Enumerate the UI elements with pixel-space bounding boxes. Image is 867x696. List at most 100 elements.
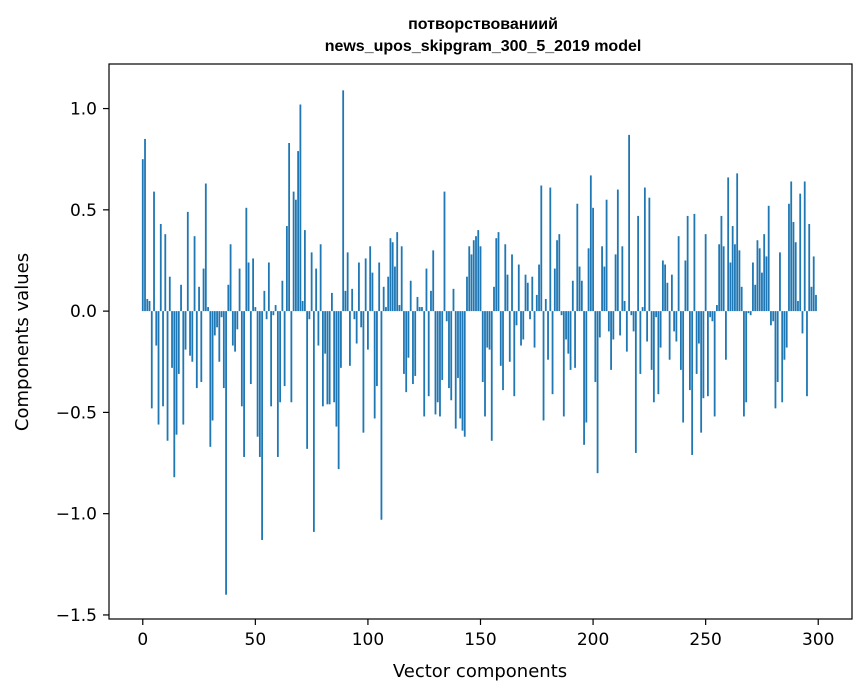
y-tick-label: 0.0 — [70, 302, 97, 322]
bar — [535, 294, 538, 312]
bar — [204, 183, 207, 312]
y-axis-ticks: 1.0 0.5 0.0 −0.5 −1.0 −1.5 — [56, 100, 109, 626]
bar — [425, 268, 428, 312]
bar — [698, 311, 700, 344]
bar — [173, 311, 176, 478]
bar — [288, 143, 291, 312]
bar — [803, 181, 806, 312]
bar — [758, 248, 761, 312]
bar — [184, 311, 187, 350]
bar — [430, 290, 432, 312]
bar — [144, 138, 146, 312]
bar — [646, 311, 649, 342]
bar — [371, 272, 374, 312]
bar — [630, 311, 633, 316]
bar — [436, 311, 439, 403]
bar — [725, 311, 727, 360]
bar — [747, 311, 750, 314]
bar — [445, 311, 448, 322]
bar — [162, 311, 164, 407]
bar — [324, 311, 327, 354]
bar — [808, 224, 811, 312]
bar — [186, 211, 189, 312]
bar — [258, 311, 261, 457]
bar — [387, 276, 390, 312]
bar — [463, 311, 466, 437]
bar — [790, 181, 793, 312]
bar — [247, 262, 250, 312]
bar — [407, 311, 410, 358]
bar — [254, 307, 257, 312]
bar — [272, 311, 275, 316]
bar — [734, 244, 736, 312]
bar — [731, 226, 734, 312]
bar — [432, 250, 435, 312]
bar — [598, 311, 601, 338]
bar — [569, 311, 572, 370]
bar — [209, 311, 212, 447]
bar — [155, 311, 158, 346]
bar — [601, 246, 603, 312]
bar — [281, 280, 284, 312]
bar — [556, 240, 558, 312]
bar — [303, 230, 306, 312]
bar — [200, 311, 203, 383]
y-tick-label: −1.5 — [56, 606, 97, 626]
bar — [547, 311, 549, 360]
bar — [256, 311, 259, 437]
bar — [634, 311, 637, 453]
bar — [477, 230, 480, 312]
bar — [403, 311, 405, 374]
bar — [700, 311, 703, 433]
bar — [367, 311, 369, 350]
bar — [718, 244, 721, 312]
bar — [317, 311, 320, 346]
bar — [466, 276, 468, 312]
bar — [643, 187, 646, 312]
bar — [454, 311, 457, 429]
bar — [515, 311, 518, 326]
bar — [441, 311, 444, 380]
bar — [707, 311, 709, 397]
bar — [743, 311, 745, 417]
x-axis-ticks: 0 50 100 150 200 250 300 — [137, 619, 834, 650]
bar — [249, 311, 252, 385]
bar — [506, 274, 509, 312]
bar — [292, 191, 295, 312]
bar — [452, 288, 455, 312]
bar — [538, 264, 540, 312]
bar — [688, 311, 691, 391]
bar — [414, 311, 417, 376]
bar — [785, 311, 788, 348]
bar — [727, 177, 730, 312]
bar — [508, 311, 511, 362]
bar — [412, 311, 414, 385]
bar — [202, 268, 205, 312]
bar — [576, 203, 579, 312]
bar — [772, 311, 775, 322]
bar — [752, 262, 754, 312]
bar — [695, 311, 698, 374]
bar — [664, 264, 667, 312]
bar — [378, 262, 381, 312]
bar — [716, 305, 718, 312]
bar — [285, 226, 288, 312]
bar — [499, 311, 502, 366]
bar — [340, 311, 342, 368]
bar — [434, 311, 437, 415]
bar — [389, 238, 392, 312]
bar — [544, 298, 547, 312]
bar — [783, 311, 786, 360]
bar — [504, 244, 507, 312]
bar — [585, 311, 588, 423]
x-axis-label: Vector components — [393, 661, 567, 682]
x-tick-label: 100 — [352, 630, 384, 650]
bar — [394, 266, 396, 312]
bar — [290, 311, 293, 403]
bar — [675, 311, 678, 342]
bar — [517, 264, 520, 312]
bar — [484, 311, 486, 417]
bar — [801, 311, 804, 334]
bar — [398, 305, 401, 312]
bar — [342, 90, 345, 312]
